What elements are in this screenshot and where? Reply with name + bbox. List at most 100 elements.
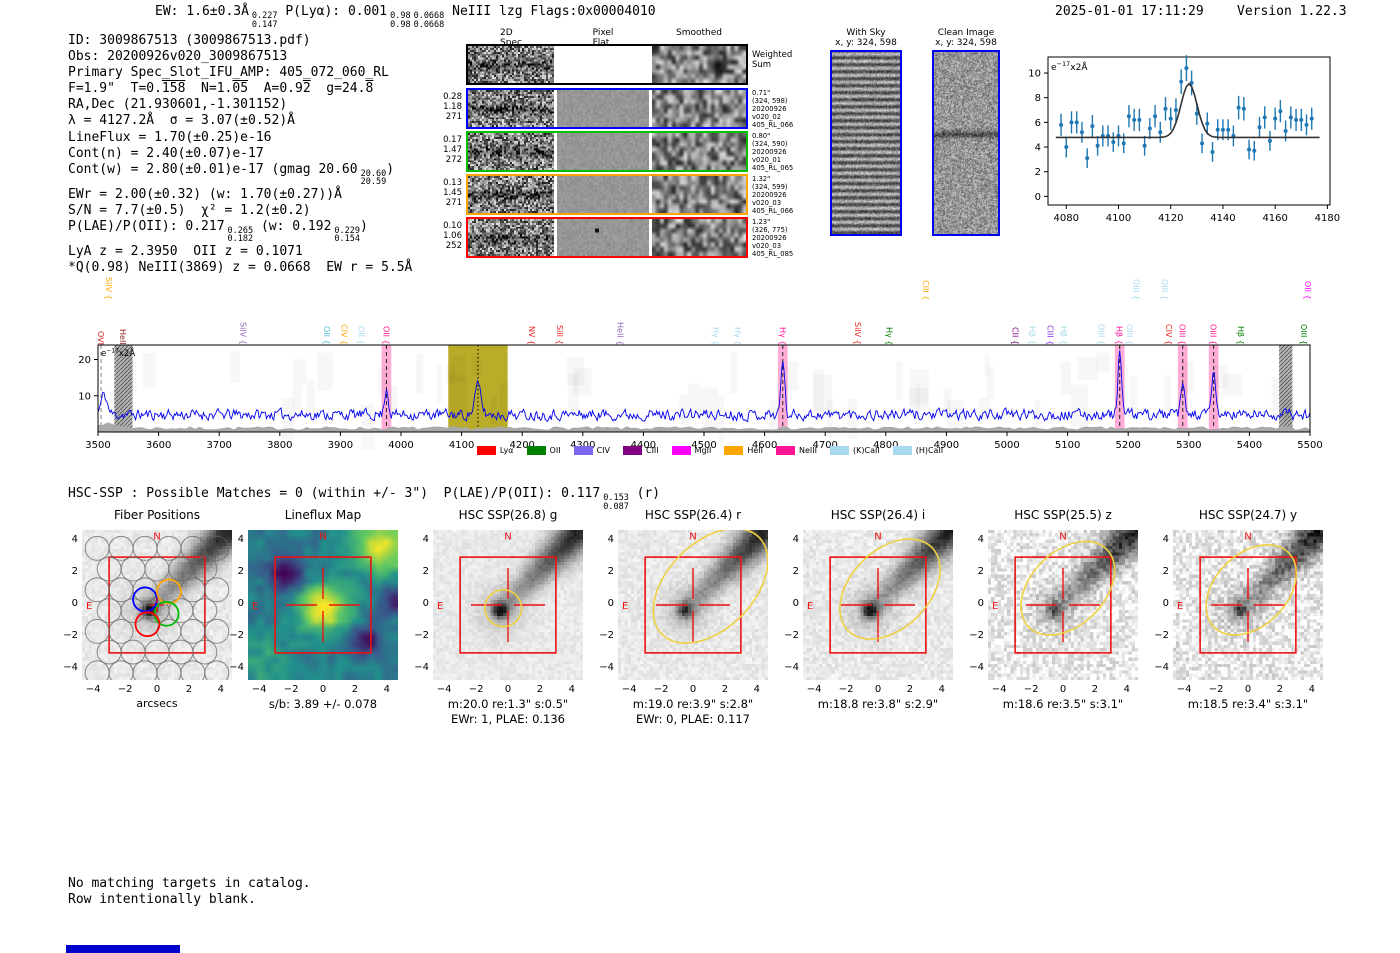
cutout-ytick: 2	[1162, 566, 1169, 578]
gaussian-fit-line	[1055, 82, 1320, 139]
background-smudge	[679, 394, 688, 425]
x-tick-label: 3700	[206, 440, 231, 451]
cutout-ytick: 0	[422, 598, 429, 609]
cutout-xtick: 4	[1308, 684, 1316, 695]
cutout-xtick: 4	[938, 684, 946, 695]
background-smudge	[573, 368, 591, 395]
spec2d-row-left-value: 252	[445, 241, 462, 251]
cutout-caption: m:18.6 re:3.5" s:3.1"	[1002, 697, 1124, 711]
y-tick-label: 10	[1028, 69, 1041, 80]
spec2d-col-title: Pixel Flat	[593, 28, 614, 48]
cutout-xtick: −4	[1176, 684, 1192, 695]
legend-item: HeII	[724, 446, 763, 455]
fiber-circle	[168, 556, 194, 582]
clean-image-border	[932, 50, 1000, 236]
sky-line-band	[114, 345, 133, 432]
text-segment: 8	[365, 81, 374, 97]
emission-line-label: SiII {	[554, 325, 564, 345]
compass-north-label: N	[1244, 532, 1251, 543]
extraction-box	[1014, 556, 1112, 654]
cutout-xtick: 4	[1123, 684, 1131, 695]
text-segment: P(LAE)/P(OII): 0.217	[68, 218, 225, 234]
stacked-sup: 0.229	[334, 225, 361, 236]
info-line: Primary Spec_Slot_IFU_AMP: 405_072_060_R…	[68, 65, 412, 81]
cutout-ytick: 0	[237, 598, 244, 609]
cutout-ytick: 0	[1162, 598, 1169, 609]
cutout-xtick: −4	[991, 684, 1007, 695]
data-point	[1299, 117, 1304, 122]
emission-line-label: OIII {	[1096, 323, 1106, 345]
tspan: −17	[1057, 60, 1071, 68]
x-tick-label: 4700	[812, 440, 837, 451]
data-point	[1132, 117, 1137, 122]
spec2d-row-left-labels: 0.10 1.06 252	[420, 221, 462, 251]
pixel-flat-strip	[557, 176, 649, 213]
data-point	[1079, 130, 1084, 135]
legend-swatch	[830, 446, 849, 455]
emission-line-label: CII {	[1010, 327, 1020, 345]
cutout-xtick: −2	[468, 684, 484, 695]
cutout-caption: m:18.5 re:3.4" s:3.1"	[1187, 697, 1309, 711]
spec2d-noise-strip	[468, 219, 554, 256]
extraction-box	[829, 556, 927, 654]
x-tick-label: 4180	[1315, 213, 1340, 224]
fiber-circle	[84, 535, 110, 561]
weighted-sum-label-line: Weighted	[752, 50, 793, 60]
cutout-xtick: 4	[753, 684, 761, 695]
x-tick-label: 4200	[509, 440, 534, 451]
hsc-cutout-image	[433, 530, 583, 680]
pixel-flat-strip	[557, 90, 649, 127]
tspan: e	[101, 349, 106, 359]
data-point	[1189, 80, 1194, 85]
spec2d-row-right-value: (324, 590)	[752, 140, 788, 148]
info-line: Cont(w) = 2.80(±0.01)e-17 (gmag 20.60 20.…	[68, 162, 412, 187]
cutout-ytick: −4	[784, 661, 799, 673]
extraction-box	[459, 556, 557, 654]
emission-line-label: Hβ {	[1058, 326, 1068, 345]
spec2d-row-right-value: (324, 599)	[752, 183, 788, 191]
spec2d-row-right-value: v020_01	[752, 156, 782, 164]
legend-swatch	[476, 446, 496, 455]
fiber-circle	[120, 556, 146, 582]
info-line: EWr = 2.00(±0.32) (w: 1.70(±0.27))Å	[68, 187, 412, 203]
spec2d-row-right-value: 20200926	[752, 105, 787, 113]
emission-line-label: SiIV {	[852, 322, 862, 345]
x-tick-label: 4300	[570, 440, 595, 451]
cutout-xtick: 0	[153, 684, 161, 695]
compass-east-label: E	[807, 601, 813, 612]
spec2d-row-right-labels: 1.32" (324, 599) 20200926 v020_03 405_RL_066	[752, 175, 793, 215]
text-segment: lzg	[491, 4, 523, 19]
cutout-overlay: NE	[437, 532, 557, 654]
text-segment: Cont(n) = 2.40(±0.07)e-17	[68, 145, 264, 161]
background-smudge	[984, 353, 989, 376]
y-tick-label: 4	[1035, 143, 1041, 154]
cutout-ytick: 2	[422, 566, 429, 578]
cutout-ytick: −2	[599, 629, 614, 641]
cutout-xtick: 0	[874, 684, 882, 695]
spec2d-row-left-value: 1.18	[443, 102, 462, 112]
emission-line-label: OIII {	[1125, 323, 1135, 345]
stacked-value: 0.153 0.087	[603, 494, 629, 511]
legend-item: NeIII	[776, 446, 817, 455]
cutout-xtick: −4	[621, 684, 637, 695]
spec2d-row-left-value: 1.45	[443, 188, 462, 198]
cutout-xtick: 0	[319, 684, 327, 695]
pixel-flat-strip	[557, 219, 649, 256]
text-segment: LineFlux = 1.70(±0.25)e-16	[68, 129, 272, 145]
cutout-ytick: 0	[977, 598, 984, 609]
data-point	[1158, 130, 1163, 135]
zoom-ylabel: e−17x2Å	[1051, 60, 1088, 73]
compass-north-label: N	[319, 532, 326, 543]
aperture-circle	[484, 589, 523, 628]
text-segment: (r)	[628, 486, 661, 501]
emission-line-label: Hβ {	[1114, 326, 1124, 345]
line-fit-plot-svg: 4080 4100 4120 4140 4160 4180 0 2 4 6 8 10 e−17x2Å	[1028, 55, 1340, 224]
data-point	[1095, 143, 1100, 148]
data-point	[1205, 121, 1210, 126]
aperture-ellipse	[1020, 540, 1116, 636]
background-smudge	[390, 386, 397, 413]
cutout-ytick: −4	[229, 661, 244, 673]
legend-label: Lyα	[499, 446, 514, 455]
x-tick-label: 4080	[1054, 213, 1079, 224]
background-smudge	[812, 369, 823, 412]
